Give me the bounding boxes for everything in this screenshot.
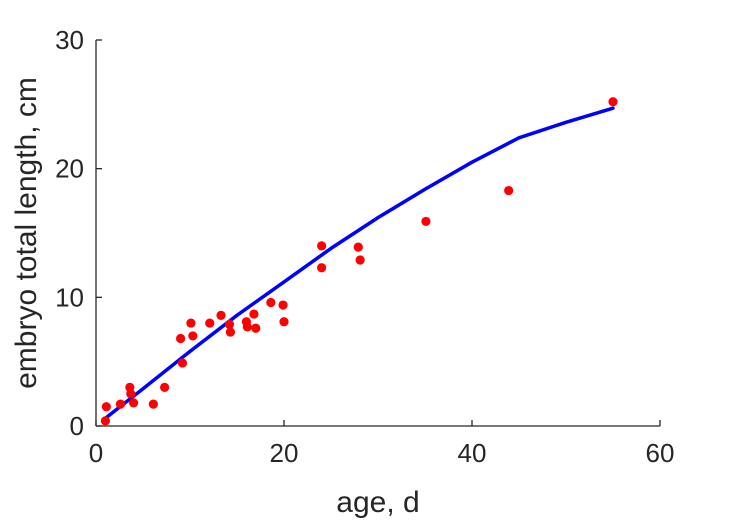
data-point (188, 331, 198, 341)
data-point (224, 319, 235, 329)
x-tick-label: 0 (89, 438, 103, 468)
data-point (176, 333, 186, 344)
fit-curve-line (103, 106, 615, 421)
data-point (278, 300, 288, 310)
y-ticks: 0 10 20 30 (55, 25, 102, 441)
data-point (266, 297, 276, 308)
data-point (205, 318, 215, 328)
data-point (101, 402, 111, 412)
x-axis-label: age, d (336, 486, 419, 519)
data-point (249, 309, 259, 319)
x-tick-label: 60 (646, 438, 675, 468)
data-point (317, 241, 327, 251)
y-tick-label: 20 (55, 154, 84, 184)
data-point (251, 323, 261, 333)
data-point (177, 358, 188, 368)
data-point (242, 322, 252, 332)
axes (95, 40, 660, 427)
y-axis-label: embryo total length, cm (10, 77, 43, 389)
data-point (317, 263, 327, 273)
fit-layer (103, 106, 615, 421)
points-layer (100, 97, 618, 426)
data-point (148, 399, 158, 409)
data-point (353, 242, 363, 252)
x-tick-label: 40 (458, 438, 487, 468)
x-tick-label: 20 (270, 438, 299, 468)
data-point (160, 382, 170, 392)
y-tick-label: 30 (55, 25, 84, 55)
data-point (355, 255, 365, 265)
data-point (115, 399, 126, 409)
data-point (216, 310, 226, 320)
data-point (279, 317, 289, 327)
data-point (225, 327, 236, 337)
y-tick-label: 0 (70, 411, 84, 441)
data-point (100, 416, 110, 426)
x-ticks: 0 20 40 60 (89, 420, 675, 468)
data-point (608, 97, 618, 107)
data-point (421, 216, 431, 227)
data-point (504, 185, 514, 196)
data-point (129, 398, 139, 408)
data-point (186, 318, 196, 328)
data-point (126, 389, 136, 399)
y-tick-label: 10 (55, 282, 84, 312)
